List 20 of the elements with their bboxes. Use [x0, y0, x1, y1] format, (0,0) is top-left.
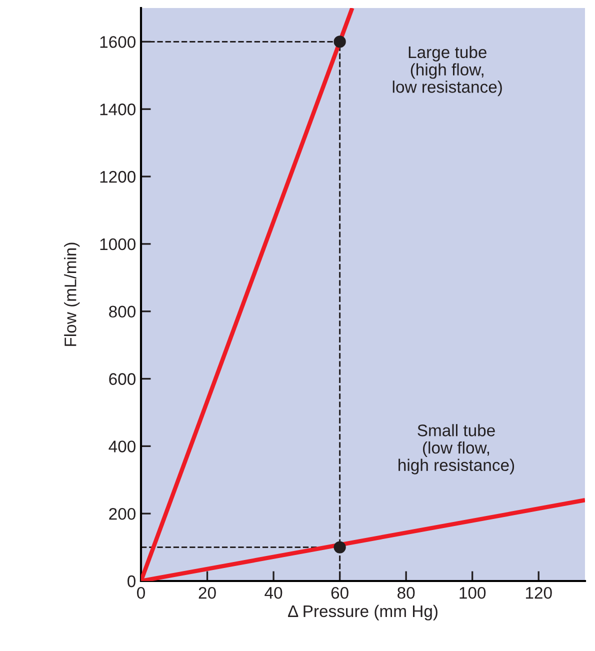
y-tick-label: 1400	[100, 104, 136, 116]
y-tick-label: 400	[108, 440, 136, 452]
annotation: Large tube (high flow, low resistance)	[392, 46, 502, 96]
y-tick-label: 1600	[100, 36, 136, 48]
x-tick-label: 120	[526, 586, 552, 599]
x-tick-label: 80	[398, 586, 415, 599]
x-tick-label: 100	[460, 586, 486, 599]
y-tick-label: 600	[109, 373, 136, 385]
x-tick-label: 40	[264, 586, 282, 599]
y-tick-label: 1000	[100, 238, 136, 250]
y-tick-label: 1200	[100, 170, 136, 183]
x-tick-label: 20	[198, 586, 216, 599]
y-tick-label: 800	[109, 306, 136, 318]
annotation: Small tube (low flow, high resistance)	[398, 424, 514, 474]
x-tick-label: 60	[331, 586, 348, 599]
x-tick-label: 0	[137, 586, 145, 599]
y-tick-label: 200	[109, 508, 136, 520]
y-axis-title: Flow (mL/min)	[64, 242, 80, 346]
y-tick-label: 0	[128, 575, 136, 588]
x-axis-title: Δ Pressure (mm Hg)	[288, 604, 438, 620]
